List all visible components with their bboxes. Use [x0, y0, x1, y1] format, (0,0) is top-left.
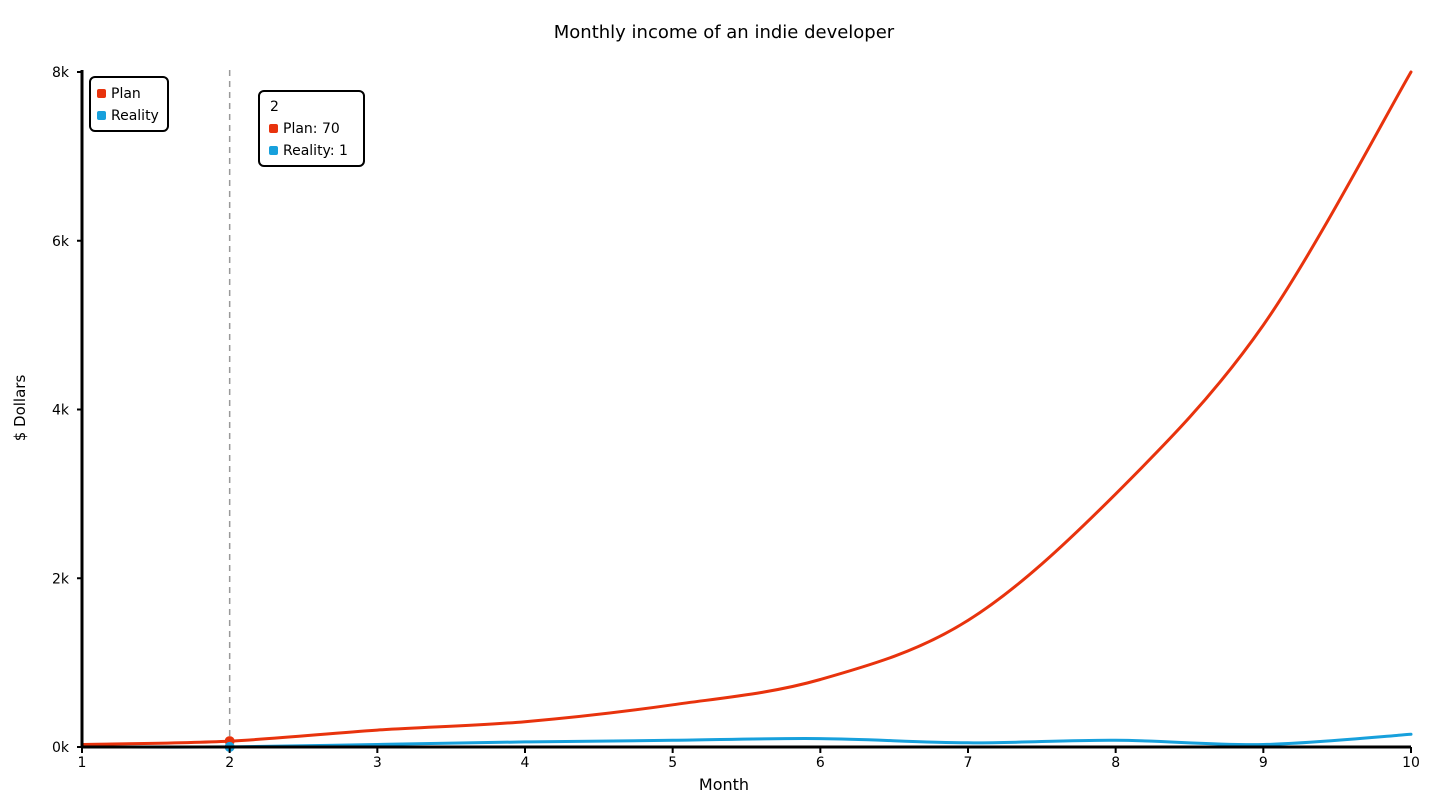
tooltip-swatch — [269, 124, 278, 133]
x-axis-label: Month — [699, 775, 749, 793]
legend-swatch-reality — [97, 111, 106, 120]
data-point-reality[interactable] — [1405, 728, 1417, 740]
y-tick-label: 0k — [52, 740, 70, 756]
tooltip-item: Reality: 1 — [283, 143, 348, 159]
data-point-plan[interactable] — [1110, 488, 1122, 500]
data-point-plan[interactable] — [814, 674, 826, 686]
x-tick-label: 6 — [816, 755, 825, 771]
y-tick-label: 4k — [52, 403, 70, 419]
x-tick-label: 7 — [964, 755, 973, 771]
x-ticks: 1 2 3 4 5 6 7 8 9 10 — [78, 747, 1420, 771]
hover-layer — [224, 70, 235, 752]
data-point-plan[interactable] — [1405, 66, 1417, 78]
legend-swatch-plan — [97, 89, 106, 98]
y-tick-label: 2k — [52, 571, 70, 587]
legend-box — [89, 76, 169, 132]
y-axis-label: $ Dollars — [11, 375, 29, 442]
x-tick-label: 1 — [78, 755, 87, 771]
chart-title: Monthly income of an indie developer — [554, 22, 895, 43]
x-tick-label: 10 — [1402, 755, 1420, 771]
x-tick-label: 8 — [1111, 755, 1120, 771]
x-tick-label: 3 — [373, 755, 382, 771]
tooltip-title: 2 — [270, 99, 279, 115]
x-tick-label: 5 — [668, 755, 677, 771]
tooltip-swatch — [269, 146, 278, 155]
data-point-plan[interactable] — [962, 614, 974, 626]
series-layer — [80, 66, 1417, 749]
legend-label-reality: Reality — [111, 108, 159, 124]
data-point-reality[interactable] — [1110, 734, 1122, 746]
x-tick-label: 4 — [521, 755, 530, 771]
tooltip-box — [258, 90, 365, 167]
x-tick-label: 2 — [225, 755, 234, 771]
data-point-plan[interactable] — [1257, 319, 1269, 331]
legend-label-plan: Plan — [111, 86, 141, 102]
legend: Plan Reality — [89, 76, 169, 132]
data-point-plan[interactable] — [519, 716, 531, 728]
data-point-reality[interactable] — [667, 734, 679, 746]
y-tick-label: 6k — [52, 234, 70, 250]
data-point-plan[interactable] — [371, 724, 383, 736]
y-ticks: 0k 2k 4k 6k 8k — [52, 65, 82, 756]
data-point-reality[interactable] — [814, 733, 826, 745]
series-line-plan — [80, 70, 1413, 746]
y-tick-label: 8k — [52, 65, 70, 81]
tooltip-item: Plan: 70 — [283, 121, 340, 137]
data-point-plan[interactable] — [667, 699, 679, 711]
x-tick-label: 9 — [1259, 755, 1268, 771]
